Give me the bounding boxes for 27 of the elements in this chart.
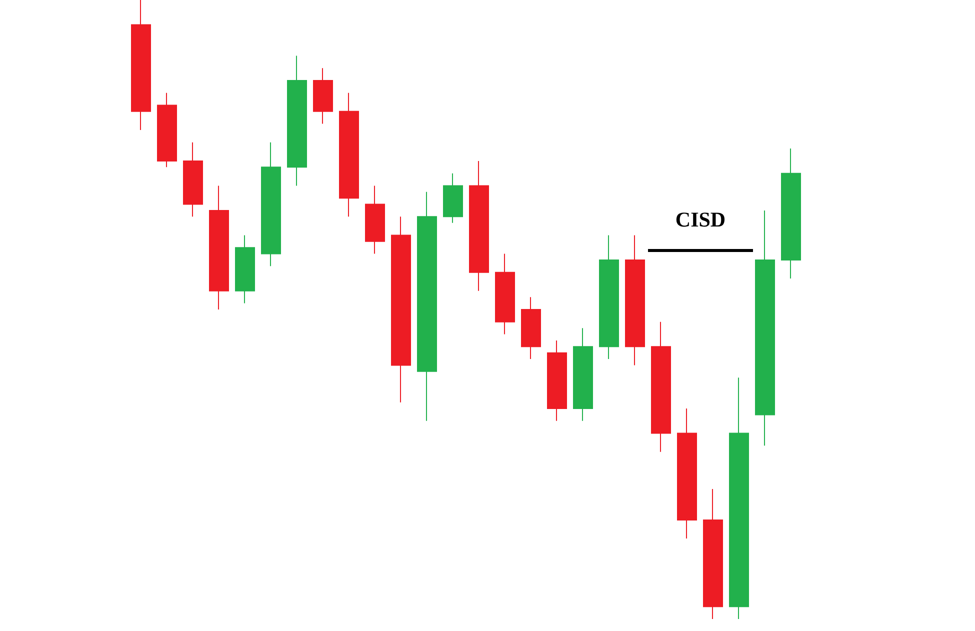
candlestick <box>443 172 463 224</box>
candlestick <box>703 488 723 620</box>
candlestick <box>365 185 385 254</box>
candlestick <box>157 92 177 168</box>
candlestick <box>391 216 411 403</box>
candlestick <box>651 321 671 452</box>
candlestick <box>521 296 541 360</box>
candlestick <box>287 55 307 186</box>
annotation: CISD <box>675 208 726 232</box>
candlestick <box>755 210 775 446</box>
candlestick <box>677 408 697 540</box>
candlestick <box>625 234 645 366</box>
candlestick <box>313 68 333 124</box>
candlestick <box>781 148 801 280</box>
candlestick <box>261 142 281 267</box>
candlestick <box>495 253 515 335</box>
candlestick <box>183 142 203 218</box>
candlestick <box>547 340 567 422</box>
candlestick <box>131 0 151 130</box>
candlestick <box>235 234 255 304</box>
candlestick <box>339 92 359 218</box>
candlestick <box>599 234 619 360</box>
candlestick <box>729 377 749 620</box>
candlestick <box>209 185 229 310</box>
candlestick <box>469 160 489 292</box>
candlestick <box>417 191 437 422</box>
candlestick <box>573 328 593 422</box>
